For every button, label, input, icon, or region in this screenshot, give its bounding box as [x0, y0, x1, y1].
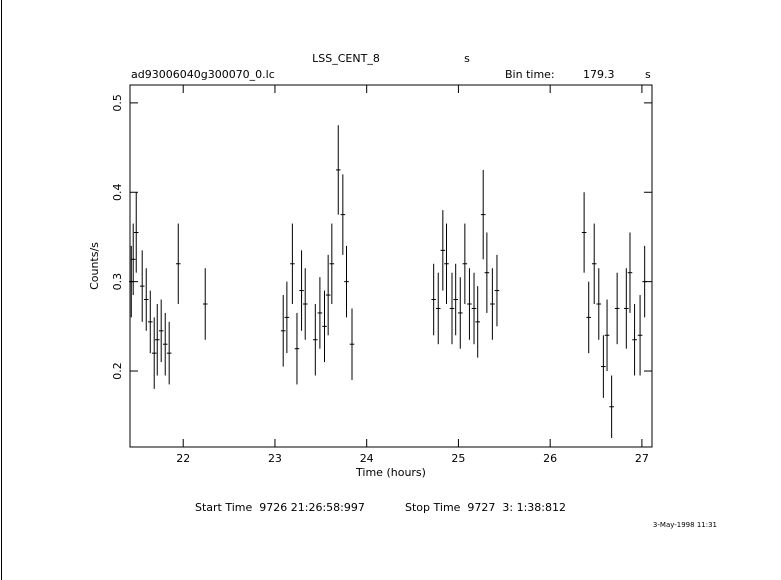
y-tick-label: 0.5 [111, 94, 124, 112]
date-stamp: 3-May-1998 11:31 [653, 521, 717, 529]
x-tick-label: 25 [451, 452, 465, 465]
bin-time-unit: s [645, 68, 651, 81]
y-axis-label: Counts/s [88, 242, 101, 290]
title-unit: s [464, 52, 470, 65]
chart-title: LSS_CENT_8 [312, 52, 380, 65]
x-axis-label: Time (hours) [355, 466, 426, 479]
y-tick-label: 0.2 [111, 362, 124, 380]
bin-time: 179.3 [583, 68, 615, 81]
x-tick-label: 22 [176, 452, 190, 465]
start-time: Start Time 9726 21:26:58:997 [195, 501, 365, 514]
bin-time-label: Bin time: [505, 68, 555, 81]
x-tick-label: 23 [268, 452, 282, 465]
stop-time: Stop Time 9727 3: 1:38:812 [405, 501, 566, 514]
x-tick-label: 27 [635, 452, 649, 465]
x-tick-label: 26 [543, 452, 557, 465]
x-tick-label: 24 [360, 452, 374, 465]
y-tick-label: 0.3 [111, 273, 124, 291]
plot-frame [129, 84, 653, 448]
file-name: ad93006040g300070_0.lc [131, 68, 275, 81]
y-tick-label: 0.4 [111, 184, 124, 202]
